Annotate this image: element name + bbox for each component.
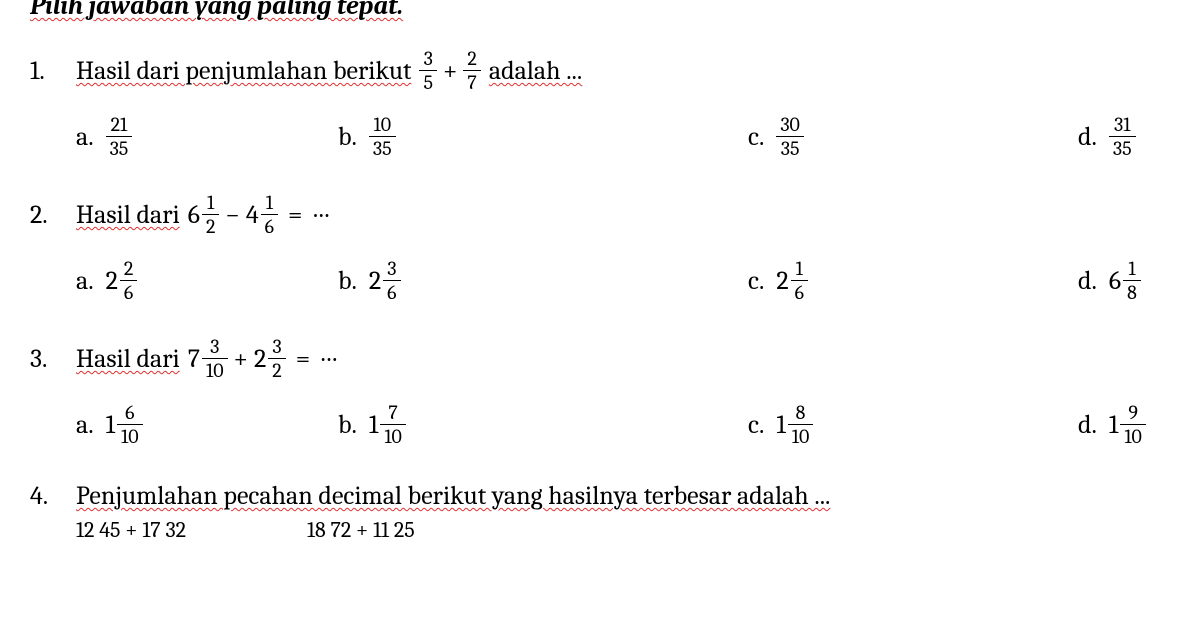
question-4: 4. Penjumlahan pecahan decimal berikut y…	[30, 481, 1170, 543]
option-b: b. 236	[338, 259, 748, 303]
option-a: a. 1610	[76, 403, 338, 447]
option-a: a. 2135	[76, 115, 338, 159]
question-4-partial: 12 45 + 17 32 18 72 + 11 25	[30, 517, 1170, 543]
qnum: 1.	[30, 56, 76, 86]
mixed-number: 2 32	[254, 337, 286, 381]
option-d: d. 3135	[1078, 115, 1136, 159]
option-c: c. 3035	[748, 115, 1078, 159]
question-1: 1. Hasil dari penjumlahan berikut 3 5 + …	[30, 49, 1170, 159]
mixed-number: 6 12	[188, 193, 220, 237]
question-2-stem: 2. Hasil dari 6 12 − 4 16 = ···	[30, 193, 1170, 237]
stem-text: Penjumlahan pecahan decimal berikut yang…	[76, 481, 830, 511]
plus-op: +	[234, 344, 248, 374]
stem-text: Hasil dari	[76, 344, 180, 374]
option-d: d. 618	[1078, 259, 1141, 303]
page-title: Pilih jawaban yang paling tepat.	[30, 0, 403, 21]
question-1-stem: 1. Hasil dari penjumlahan berikut 3 5 + …	[30, 49, 1170, 93]
question-3-options: a. 1610 b. 1710 c. 1810 d. 1910	[30, 403, 1170, 447]
question-2: 2. Hasil dari 6 12 − 4 16 = ··· a. 226 b…	[30, 193, 1170, 303]
question-2-options: a. 226 b. 236 c. 216 d. 618	[30, 259, 1170, 303]
mixed-number: 7 310	[188, 337, 228, 381]
option-b: b. 1035	[338, 115, 748, 159]
mixed-number: 4 16	[246, 193, 278, 237]
qnum: 3.	[30, 344, 76, 374]
question-3-stem: 3. Hasil dari 7 310 + 2 32 = ···	[30, 337, 1170, 381]
minus-op: −	[225, 200, 239, 230]
equals-dots: = ···	[288, 200, 331, 230]
worksheet-page: Pilih jawaban yang paling tepat. 1. Hasi…	[0, 0, 1200, 543]
stem-tail: adalah ...	[489, 56, 582, 86]
question-3: 3. Hasil dari 7 310 + 2 32 = ··· a. 1610…	[30, 337, 1170, 447]
option-b: b. 1710	[338, 403, 748, 447]
qnum: 4.	[30, 481, 76, 511]
option-a: a. 226	[76, 259, 338, 303]
stem-text: Hasil dari penjumlahan berikut	[76, 56, 411, 86]
option-c: c. 1810	[748, 403, 1078, 447]
equals-dots: = ···	[296, 344, 339, 374]
option-c: c. 216	[748, 259, 1078, 303]
stem-text: Hasil dari	[76, 200, 180, 230]
question-1-options: a. 2135 b. 1035 c. 3035 d. 3135	[30, 115, 1170, 159]
qnum: 2.	[30, 200, 76, 230]
fraction: 3 5	[421, 49, 435, 93]
question-4-stem: 4. Penjumlahan pecahan decimal berikut y…	[30, 481, 1170, 511]
option-d: d. 1910	[1078, 403, 1146, 447]
plus-op: +	[443, 56, 457, 86]
fraction: 2 7	[465, 49, 478, 93]
